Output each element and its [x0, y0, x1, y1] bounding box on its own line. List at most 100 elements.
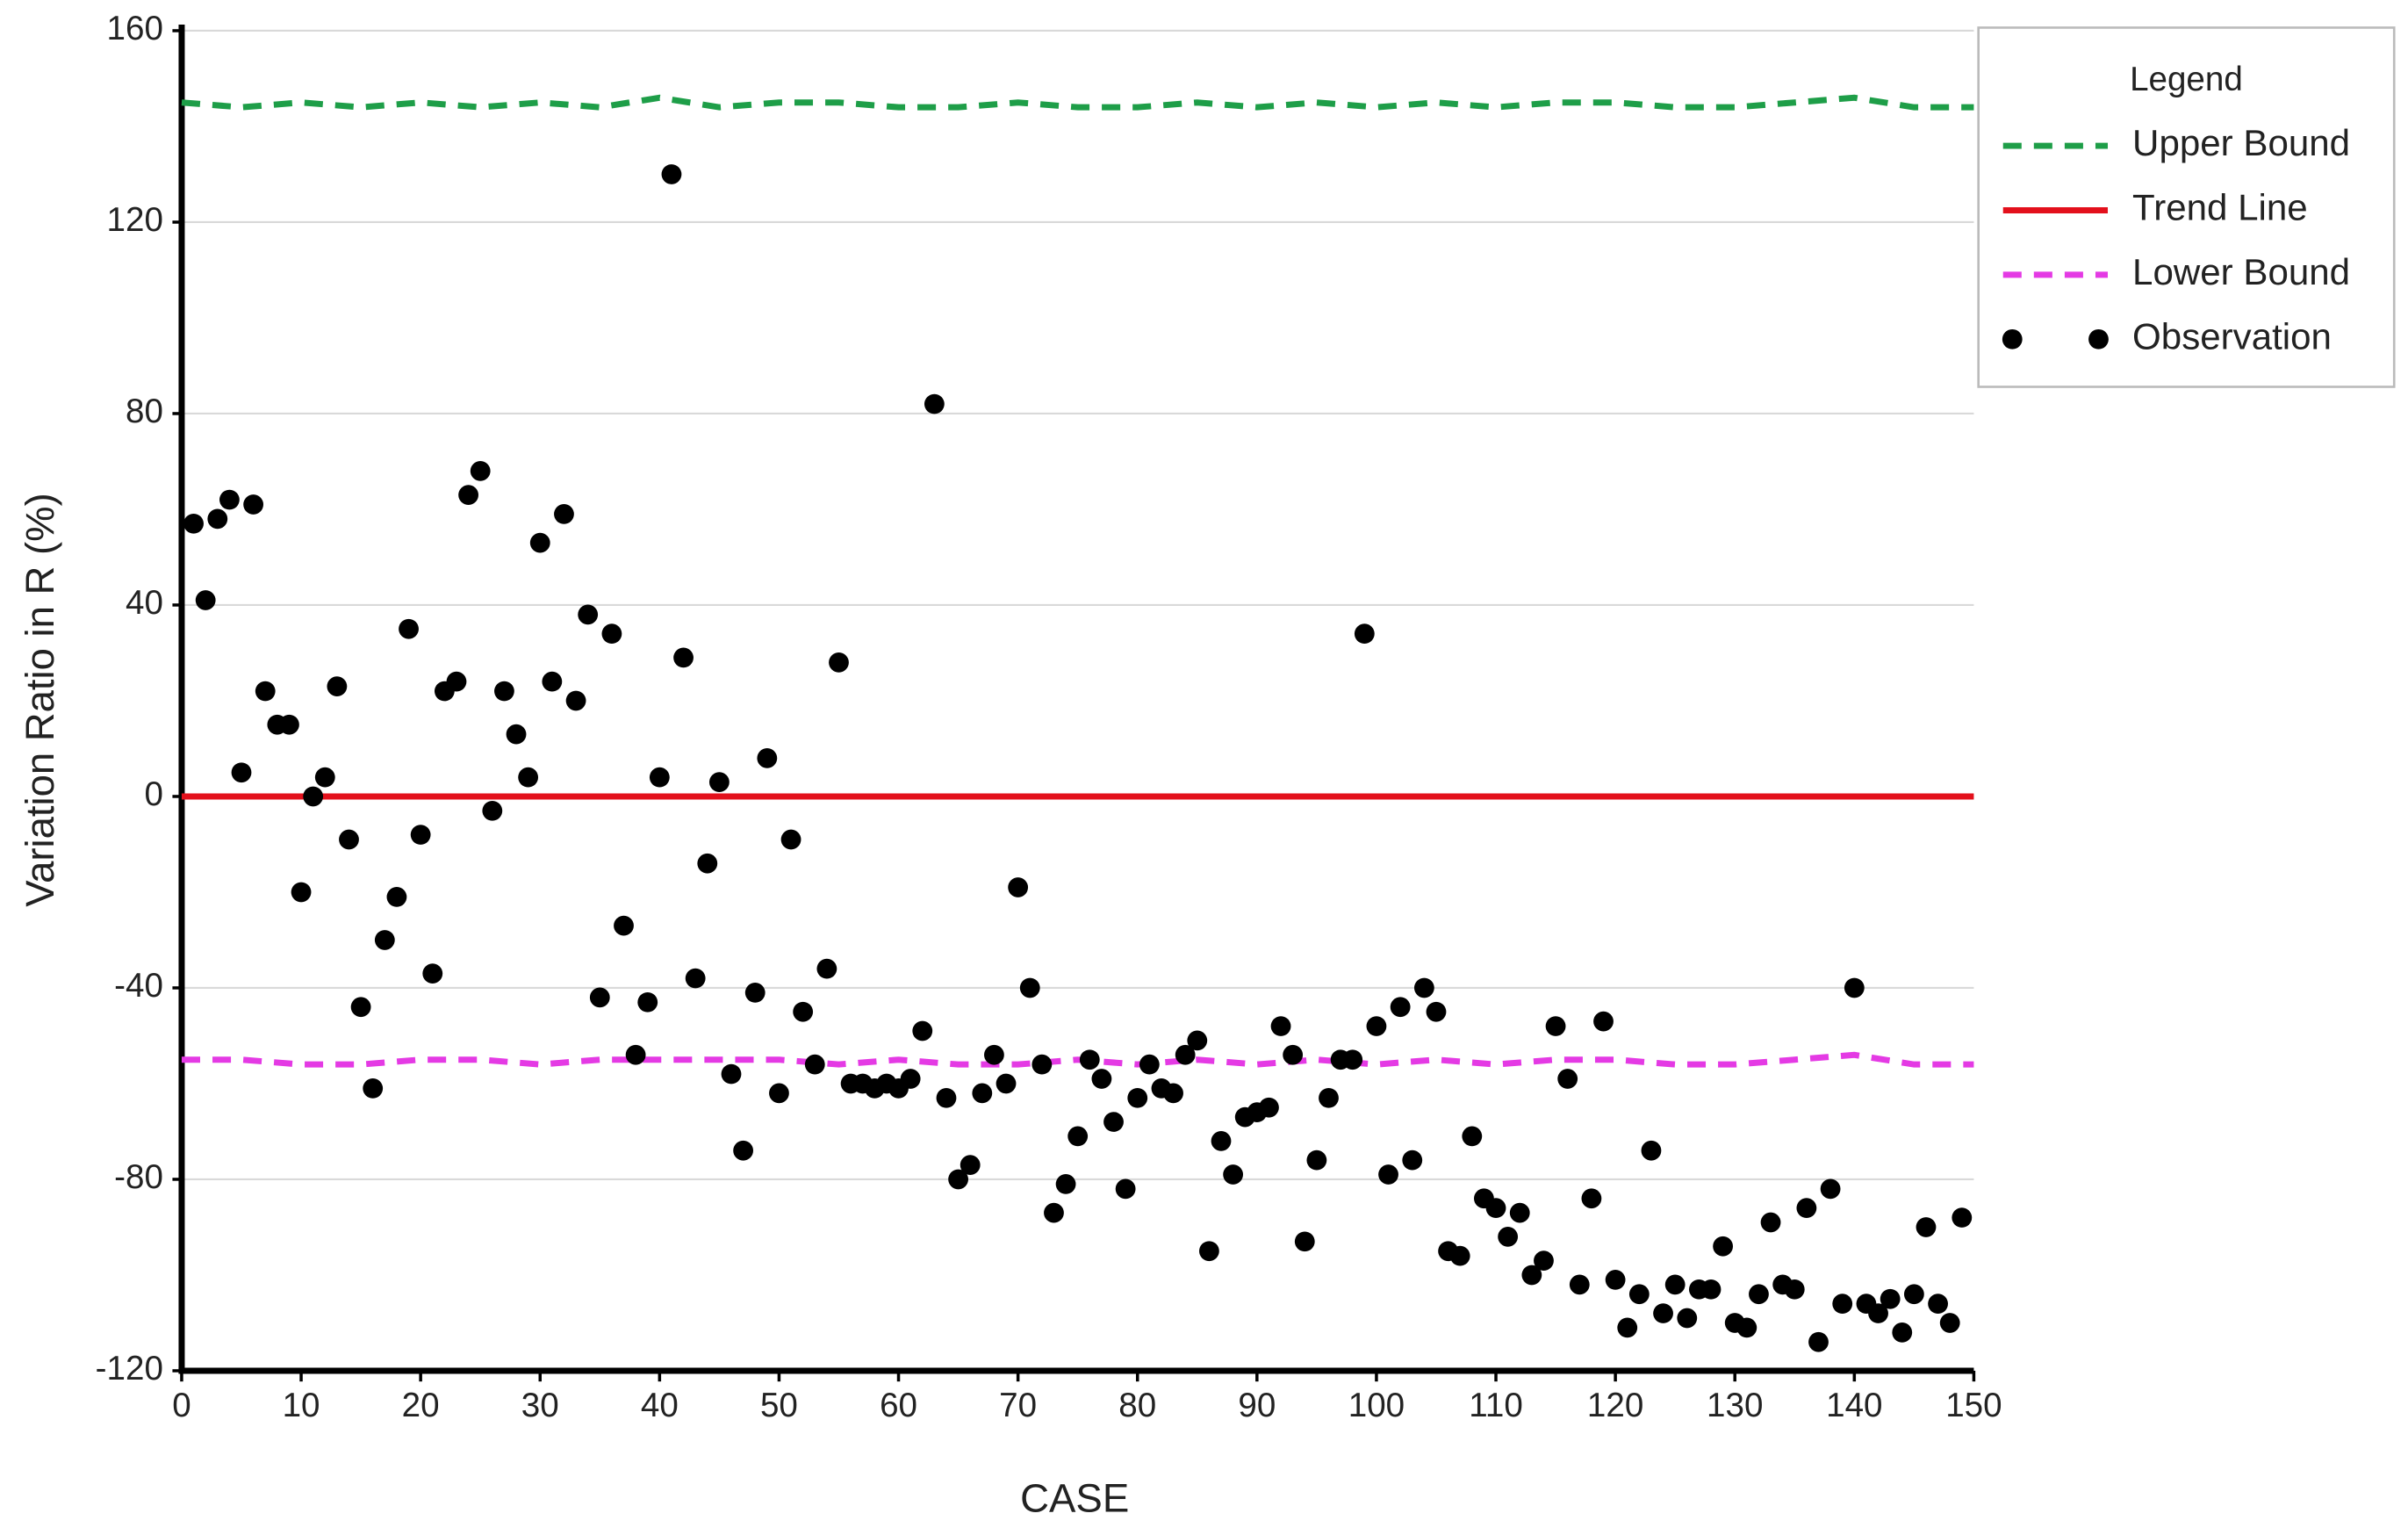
- observation-point: [1294, 1231, 1315, 1252]
- observation-point: [996, 1073, 1017, 1094]
- observation-point: [1796, 1198, 1817, 1219]
- y-tick-label: 160: [107, 10, 163, 47]
- observation-point: [422, 963, 443, 984]
- observation-point: [972, 1083, 993, 1104]
- x-tick-label: 60: [880, 1387, 917, 1424]
- x-tick-label: 70: [999, 1387, 1037, 1424]
- x-axis-title: CASE: [1020, 1476, 1129, 1521]
- observation-point: [1283, 1044, 1304, 1065]
- observation-point: [1892, 1322, 1913, 1343]
- observation-point: [1413, 977, 1434, 998]
- observation-point: [243, 494, 264, 515]
- observation-point: [673, 647, 694, 668]
- observation-point: [518, 767, 539, 788]
- observation-point: [554, 504, 574, 524]
- observation-point: [1617, 1317, 1638, 1338]
- observation-point: [1462, 1126, 1483, 1147]
- observation-point: [386, 887, 407, 907]
- observation-point: [1342, 1049, 1363, 1070]
- observation-point: [314, 767, 335, 788]
- observation-point: [542, 671, 563, 692]
- observation-point: [1426, 1001, 1447, 1022]
- observation-point: [948, 1169, 968, 1190]
- observation-point: [1270, 1016, 1291, 1036]
- observation-point: [1008, 877, 1029, 897]
- observation-point: [829, 652, 849, 673]
- observation-point: [1139, 1054, 1160, 1075]
- y-tick-label: -80: [114, 1158, 163, 1196]
- observation-point: [589, 987, 610, 1008]
- observation-point: [744, 983, 766, 1003]
- observation-point: [1103, 1112, 1124, 1132]
- observation-point: [195, 590, 216, 610]
- observation-point: [1557, 1069, 1578, 1089]
- legend-title: Legend: [2130, 61, 2243, 98]
- x-tick-label: 80: [1118, 1387, 1156, 1424]
- observation-point: [1390, 997, 1411, 1018]
- observation-point: [780, 829, 801, 850]
- observation-point: [1832, 1294, 1853, 1315]
- observation-point: [1784, 1279, 1805, 1300]
- observation-point: [1055, 1174, 1076, 1194]
- observation-point: [565, 690, 586, 711]
- y-tick-label: 0: [144, 775, 162, 813]
- observation-point: [279, 714, 299, 735]
- observation-point: [1067, 1126, 1089, 1147]
- observation-point: [1031, 1054, 1053, 1075]
- observation-point: [1354, 623, 1375, 645]
- observation-point: [578, 604, 599, 625]
- observation-point: [1091, 1069, 1112, 1089]
- observation-point: [1509, 1202, 1530, 1223]
- observation-point: [410, 825, 431, 845]
- observation-point: [231, 762, 252, 783]
- observation-point: [1115, 1178, 1136, 1200]
- observation-point: [1319, 1087, 1339, 1108]
- x-tick-label: 20: [402, 1387, 440, 1424]
- observation-point: [1019, 977, 1040, 998]
- observation-point: [804, 1054, 825, 1075]
- observation-point: [374, 930, 395, 950]
- observation-point: [339, 829, 359, 850]
- observation-point: [1760, 1212, 1781, 1233]
- observation-point: [1079, 1049, 1100, 1070]
- observation-point: [255, 681, 276, 702]
- observation-point: [733, 1140, 754, 1161]
- observation-point: [1952, 1207, 1973, 1228]
- observation-point: [1187, 1030, 1208, 1051]
- observation-point: [601, 623, 622, 645]
- observation-point: [960, 1155, 981, 1175]
- observation-point: [924, 393, 945, 414]
- observation-point: [1820, 1178, 1841, 1200]
- observation-point: [1449, 1245, 1470, 1266]
- observation-point: [446, 671, 467, 692]
- x-tick-label: 30: [521, 1387, 559, 1424]
- legend-label: Observation: [2132, 315, 2332, 357]
- observation-point: [757, 748, 778, 768]
- observation-point: [183, 513, 204, 534]
- y-tick-label: -120: [96, 1350, 163, 1387]
- series-line: [181, 94, 1974, 111]
- observation-point: [1402, 1149, 1423, 1171]
- x-tick-label: 0: [172, 1387, 190, 1424]
- x-tick-label: 40: [641, 1387, 679, 1424]
- observation-point: [1605, 1270, 1626, 1290]
- observation-point: [1713, 1236, 1734, 1257]
- observation-point: [685, 968, 706, 989]
- observation-point: [1641, 1140, 1662, 1161]
- observation-point: [1700, 1279, 1722, 1300]
- observation-point: [1903, 1284, 1924, 1305]
- legend-swatch: [2088, 328, 2109, 350]
- observation-point: [936, 1087, 957, 1108]
- observation-point: [1628, 1284, 1650, 1305]
- y-tick-label: 120: [107, 201, 163, 239]
- observation-point: [363, 1078, 384, 1099]
- legend-label: Lower Bound: [2132, 251, 2350, 292]
- observation-point: [1378, 1164, 1398, 1185]
- observation-point: [303, 786, 324, 807]
- observation-point: [1545, 1016, 1566, 1036]
- observation-point: [1521, 1265, 1542, 1286]
- observation-point: [1593, 1011, 1614, 1032]
- observation-point: [637, 991, 658, 1013]
- series-line: [181, 1051, 1974, 1068]
